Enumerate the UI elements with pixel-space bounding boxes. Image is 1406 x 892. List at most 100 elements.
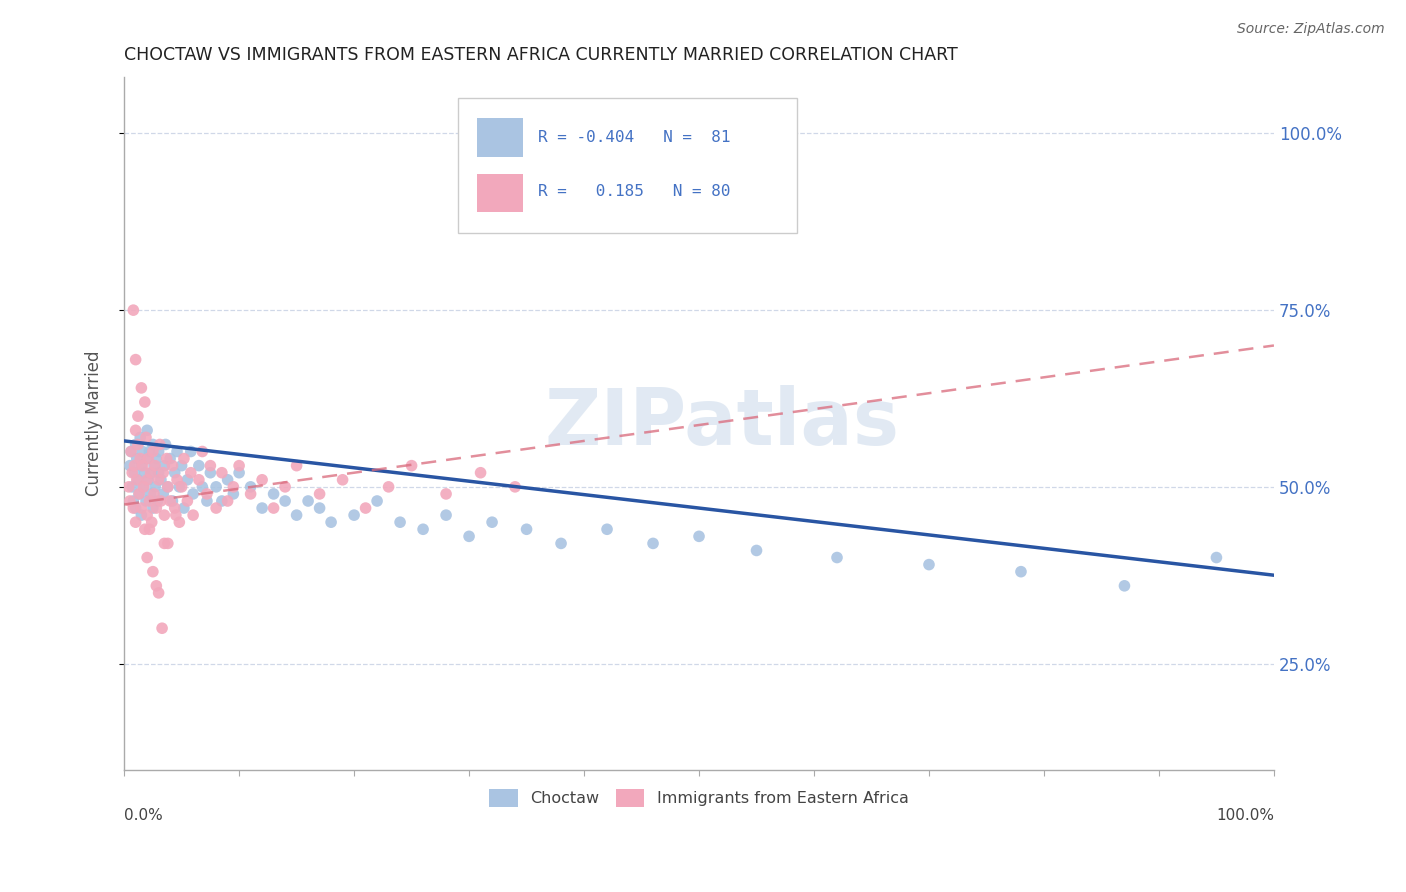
Point bbox=[412, 522, 434, 536]
Point bbox=[148, 473, 170, 487]
Point bbox=[263, 487, 285, 501]
Point bbox=[131, 501, 153, 516]
Point bbox=[153, 536, 176, 550]
Point bbox=[142, 437, 165, 451]
Point bbox=[155, 437, 177, 451]
Point bbox=[136, 473, 159, 487]
Point bbox=[343, 508, 366, 522]
Point bbox=[128, 487, 150, 501]
Point bbox=[596, 522, 619, 536]
Point bbox=[134, 522, 156, 536]
Point bbox=[136, 451, 159, 466]
Point bbox=[132, 480, 155, 494]
Y-axis label: Currently Married: Currently Married bbox=[86, 351, 103, 496]
Point bbox=[156, 480, 179, 494]
Point bbox=[173, 501, 195, 516]
Point bbox=[135, 430, 157, 444]
Point bbox=[239, 480, 262, 494]
Point bbox=[142, 444, 165, 458]
Point bbox=[145, 451, 167, 466]
Point bbox=[297, 494, 319, 508]
Point bbox=[153, 458, 176, 473]
Point bbox=[195, 494, 218, 508]
Point bbox=[1205, 550, 1227, 565]
Point bbox=[143, 480, 166, 494]
Point bbox=[141, 466, 163, 480]
Point bbox=[205, 480, 228, 494]
Point bbox=[162, 494, 184, 508]
Bar bbox=[477, 174, 523, 212]
Point bbox=[148, 444, 170, 458]
Point bbox=[180, 444, 202, 458]
Point bbox=[143, 487, 166, 501]
Point bbox=[166, 473, 188, 487]
Point bbox=[129, 451, 152, 466]
Point bbox=[149, 437, 172, 451]
Point bbox=[124, 466, 146, 480]
Point bbox=[145, 579, 167, 593]
Point bbox=[127, 409, 149, 424]
Point bbox=[458, 529, 481, 543]
Point bbox=[128, 487, 150, 501]
Point bbox=[129, 430, 152, 444]
Text: 0.0%: 0.0% bbox=[124, 808, 163, 823]
Point bbox=[217, 494, 239, 508]
Point bbox=[134, 395, 156, 409]
Point bbox=[176, 473, 198, 487]
Point bbox=[918, 558, 941, 572]
Point bbox=[136, 550, 159, 565]
Point bbox=[122, 494, 145, 508]
Point bbox=[124, 437, 146, 451]
Point bbox=[138, 522, 160, 536]
Point bbox=[165, 508, 187, 522]
Bar bbox=[477, 119, 523, 157]
Point bbox=[389, 515, 412, 529]
Point bbox=[263, 501, 285, 516]
Point bbox=[149, 473, 172, 487]
Point bbox=[135, 494, 157, 508]
Point bbox=[228, 466, 250, 480]
Text: R =   0.185   N = 80: R = 0.185 N = 80 bbox=[538, 184, 731, 199]
FancyBboxPatch shape bbox=[457, 97, 797, 233]
Point bbox=[124, 501, 146, 516]
Point bbox=[159, 494, 181, 508]
Point bbox=[162, 458, 184, 473]
Point bbox=[181, 508, 204, 522]
Point bbox=[377, 480, 399, 494]
Point bbox=[195, 487, 218, 501]
Point bbox=[163, 501, 186, 516]
Point bbox=[170, 480, 193, 494]
Point bbox=[150, 621, 173, 635]
Point bbox=[143, 458, 166, 473]
Point bbox=[1010, 565, 1032, 579]
Text: Source: ZipAtlas.com: Source: ZipAtlas.com bbox=[1237, 22, 1385, 37]
Point bbox=[122, 303, 145, 318]
Point bbox=[170, 458, 193, 473]
Point bbox=[239, 487, 262, 501]
Point bbox=[136, 451, 159, 466]
Point bbox=[156, 480, 179, 494]
Point bbox=[550, 536, 572, 550]
Point bbox=[191, 480, 214, 494]
Legend: Choctaw, Immigrants from Eastern Africa: Choctaw, Immigrants from Eastern Africa bbox=[482, 782, 915, 814]
Point bbox=[250, 473, 273, 487]
Point bbox=[503, 480, 526, 494]
Point bbox=[181, 487, 204, 501]
Point bbox=[142, 501, 165, 516]
Point bbox=[366, 494, 388, 508]
Point bbox=[145, 501, 167, 516]
Point bbox=[200, 458, 222, 473]
Point bbox=[139, 487, 162, 501]
Point bbox=[131, 381, 153, 395]
Text: ZIPatlas: ZIPatlas bbox=[544, 385, 900, 461]
Point bbox=[124, 458, 146, 473]
Point bbox=[169, 515, 191, 529]
Point bbox=[173, 451, 195, 466]
Point bbox=[131, 444, 153, 458]
Point bbox=[124, 515, 146, 529]
Point bbox=[149, 494, 172, 508]
Point bbox=[148, 586, 170, 600]
Point bbox=[121, 466, 143, 480]
Point bbox=[481, 515, 503, 529]
Point bbox=[120, 444, 142, 458]
